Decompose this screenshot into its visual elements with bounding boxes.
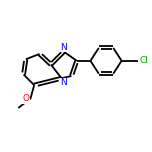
Text: O: O — [22, 94, 29, 103]
Text: N: N — [60, 78, 67, 87]
Text: N: N — [60, 43, 66, 52]
Text: Cl: Cl — [139, 56, 148, 65]
